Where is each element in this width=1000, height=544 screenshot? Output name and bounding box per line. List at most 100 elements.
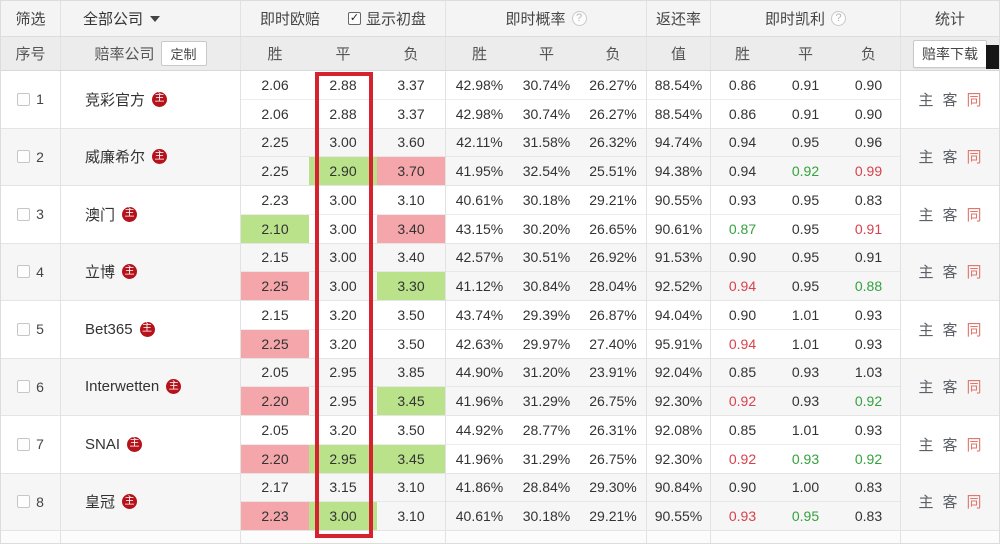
kelly-win-cell: 0.93 0.87 [711, 186, 774, 243]
partial-next-row [1, 531, 999, 543]
odds-lose-initial[interactable]: 3.30 [377, 272, 445, 300]
stats-same-link[interactable]: 同 [966, 379, 982, 397]
odds-win-initial[interactable]: 2.25 [241, 272, 309, 300]
stats-home-link[interactable]: 主 [918, 494, 934, 512]
row-checkbox[interactable] [17, 437, 31, 451]
odds-draw-live[interactable]: 3.15 [309, 474, 377, 503]
odds-lose-initial[interactable]: 3.70 [377, 157, 445, 185]
prob-win-cell: 42.98% 42.98% [446, 71, 513, 128]
help-icon[interactable]: ? [831, 11, 846, 26]
stats-same-link[interactable]: 同 [966, 436, 982, 454]
odds-win-live[interactable]: 2.06 [241, 71, 309, 100]
odds-lose-initial[interactable]: 3.45 [377, 387, 445, 415]
stats-home-link[interactable]: 主 [918, 321, 934, 339]
odds-win-initial[interactable]: 2.25 [261, 163, 289, 180]
stats-away-link[interactable]: 客 [942, 91, 958, 109]
odds-draw-live[interactable]: 3.00 [309, 129, 377, 158]
stats-away-link[interactable]: 客 [942, 321, 958, 339]
odds-lose-live[interactable]: 3.37 [377, 71, 445, 100]
stats-away-link[interactable]: 客 [942, 436, 958, 454]
checkbox-checked-icon[interactable]: ✓ [348, 12, 361, 25]
stats-home-link[interactable]: 主 [918, 206, 934, 224]
odds-draw-live[interactable]: 3.00 [309, 244, 377, 273]
odds-lose-cell: 3.50 3.50 [377, 301, 446, 358]
stats-away-link[interactable]: 客 [942, 264, 958, 282]
odds-lose-live[interactable]: 3.50 [377, 301, 445, 330]
odds-draw-initial[interactable]: 2.88 [329, 105, 357, 122]
stats-away-link[interactable]: 客 [942, 206, 958, 224]
odds-win-live[interactable]: 2.05 [241, 416, 309, 445]
odds-lose-initial[interactable]: 3.37 [397, 105, 425, 122]
odds-draw-initial[interactable]: 3.20 [329, 335, 357, 352]
odds-draw-live[interactable]: 3.00 [309, 186, 377, 215]
company-name[interactable]: SNAI [85, 435, 121, 453]
row-checkbox[interactable] [17, 265, 31, 279]
stats-away-link[interactable]: 客 [942, 379, 958, 397]
company-name[interactable]: Bet365 [85, 320, 133, 338]
company-name[interactable]: 皇冠 [85, 494, 116, 512]
company-name[interactable]: 竞彩官方 [85, 91, 146, 109]
odds-draw-live[interactable]: 3.20 [309, 416, 377, 445]
odds-win-live[interactable]: 2.23 [241, 186, 309, 215]
odds-win-initial[interactable]: 2.25 [241, 329, 309, 358]
row-checkbox[interactable] [17, 380, 31, 394]
show-initial-toggle[interactable]: ✓ 显示初盘 [348, 8, 426, 29]
company-name[interactable]: 立博 [85, 264, 116, 282]
odds-lose-live[interactable]: 3.10 [377, 186, 445, 215]
company-name[interactable]: 澳门 [85, 206, 116, 224]
row-checkbox[interactable] [17, 150, 31, 164]
odds-draw-live[interactable]: 3.20 [309, 301, 377, 330]
stats-home-link[interactable]: 主 [918, 379, 934, 397]
stats-same-link[interactable]: 同 [966, 321, 982, 339]
odds-win-initial[interactable]: 2.10 [241, 214, 309, 243]
stats-home-link[interactable]: 主 [918, 436, 934, 454]
stats-same-link[interactable]: 同 [966, 206, 982, 224]
customize-button[interactable]: 定制 [160, 41, 207, 66]
odds-win-live[interactable]: 2.15 [241, 301, 309, 330]
stats-same-link[interactable]: 同 [966, 494, 982, 512]
odds-lose-initial[interactable]: 3.10 [397, 508, 425, 525]
row-checkbox[interactable] [17, 207, 31, 221]
odds-lose-initial[interactable]: 3.50 [397, 335, 425, 352]
row-checkbox[interactable] [17, 495, 31, 509]
odds-win-live[interactable]: 2.15 [241, 244, 309, 273]
odds-win-live[interactable]: 2.17 [241, 474, 309, 503]
odds-draw-initial[interactable]: 2.90 [309, 157, 377, 185]
odds-win-live[interactable]: 2.25 [241, 129, 309, 158]
odds-lose-live[interactable]: 3.60 [377, 129, 445, 158]
company-filter-dropdown[interactable]: 全部公司 [61, 1, 241, 36]
odds-lose-initial[interactable]: 3.40 [377, 214, 445, 243]
stats-home-link[interactable]: 主 [918, 91, 934, 109]
odds-draw-initial[interactable]: 2.95 [329, 393, 357, 410]
odds-win-initial[interactable]: 2.23 [241, 502, 309, 530]
odds-win-initial[interactable]: 2.06 [261, 105, 289, 122]
odds-lose-live[interactable]: 3.85 [377, 359, 445, 388]
company-name[interactable]: Interwetten [85, 378, 160, 396]
odds-win-initial[interactable]: 2.20 [241, 444, 309, 473]
odds-win-live[interactable]: 2.05 [241, 359, 309, 388]
odds-lose-live[interactable]: 3.40 [377, 244, 445, 273]
stats-away-link[interactable]: 客 [942, 494, 958, 512]
row-checkbox[interactable] [17, 322, 31, 336]
odds-win-initial[interactable]: 2.20 [241, 387, 309, 415]
stats-home-link[interactable]: 主 [918, 264, 934, 282]
odds-download-button[interactable]: 赔率下载 [913, 39, 987, 68]
odds-draw-initial[interactable]: 2.95 [309, 444, 377, 473]
prob-draw-cell: 29.39% 29.97% [513, 301, 580, 358]
row-checkbox[interactable] [17, 92, 31, 106]
odds-draw-initial[interactable]: 3.00 [329, 220, 357, 237]
help-icon[interactable]: ? [571, 11, 587, 26]
odds-lose-initial[interactable]: 3.45 [377, 444, 445, 473]
stats-home-link[interactable]: 主 [918, 149, 934, 167]
stats-away-link[interactable]: 客 [942, 149, 958, 167]
odds-draw-initial[interactable]: 3.00 [309, 502, 377, 530]
odds-draw-live[interactable]: 2.88 [309, 71, 377, 100]
odds-lose-live[interactable]: 3.10 [377, 474, 445, 503]
stats-same-link[interactable]: 同 [966, 149, 982, 167]
stats-same-link[interactable]: 同 [966, 264, 982, 282]
stats-same-link[interactable]: 同 [966, 91, 982, 109]
odds-lose-live[interactable]: 3.50 [377, 416, 445, 445]
odds-draw-live[interactable]: 2.95 [309, 359, 377, 388]
company-name[interactable]: 威廉希尔 [85, 149, 146, 167]
odds-draw-initial[interactable]: 3.00 [329, 278, 357, 295]
